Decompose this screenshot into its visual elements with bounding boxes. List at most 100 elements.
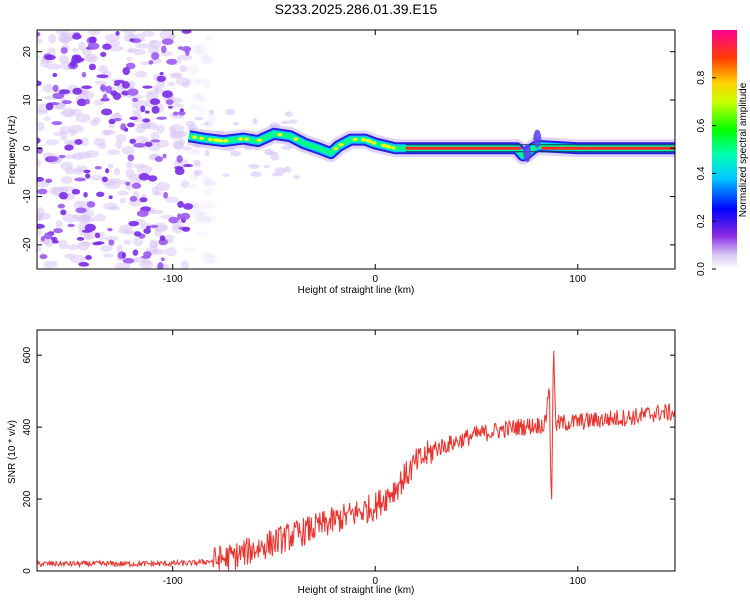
noise-blob (37, 109, 49, 115)
noise-blob (156, 80, 166, 88)
x-tick-label: 0 (372, 274, 378, 285)
noise-blob (233, 121, 240, 126)
ridge-peak (380, 143, 386, 148)
noise-blob (156, 124, 165, 134)
noise-blob (84, 91, 94, 100)
noise-blob (44, 54, 56, 60)
noise-blob (55, 220, 63, 229)
noise-blob (72, 33, 82, 40)
noise-blob (156, 181, 171, 192)
ridge-peak (207, 137, 213, 142)
noise-blob (126, 48, 134, 54)
colorbar-label: Normalized spectral amplitude (738, 82, 749, 217)
ridge-peak (360, 137, 366, 142)
noise-blob (115, 262, 131, 269)
ridge-peak (212, 138, 218, 142)
noise-blob (175, 77, 191, 86)
noise-blob (189, 103, 200, 111)
ridge-peak (256, 138, 262, 143)
noise-blob (161, 45, 167, 54)
noise-blob (135, 70, 148, 78)
noise-blob (37, 227, 42, 237)
y-tick-label: -20 (22, 237, 33, 252)
noise-blob (123, 239, 132, 245)
snr-frame (36, 329, 676, 572)
noise-blob (131, 182, 142, 189)
noise-blob (42, 83, 54, 93)
noise-blob (89, 119, 100, 127)
noise-blob (68, 124, 85, 134)
noise-blob (58, 239, 68, 250)
noise-blob (165, 247, 177, 257)
noise-blob (136, 165, 153, 174)
noise-blob (138, 173, 150, 181)
noise-blob (146, 246, 159, 253)
noise-blob (190, 44, 202, 55)
noise-blob (171, 103, 184, 108)
snr-ylabel: SNR (10 * v/v) (7, 420, 18, 484)
spectrogram-xlabel: Height of straight line (km) (298, 285, 415, 296)
ridge-peak (371, 141, 377, 145)
noise-blob (125, 168, 135, 179)
noise-blob (134, 231, 142, 237)
noise-blob (67, 223, 75, 228)
noise-blob (129, 195, 138, 202)
noise-blob (102, 253, 114, 258)
ridge-layer (187, 124, 675, 165)
noise-blob (127, 154, 135, 162)
noise-blob (74, 138, 83, 145)
noise-blob (37, 91, 40, 98)
y-tick-label: 600 (22, 346, 33, 363)
noise-blob (134, 135, 149, 146)
x-tick-label: 0 (372, 576, 378, 587)
noise-blob (58, 55, 69, 64)
noise-blob (37, 36, 43, 45)
noise-blob (108, 195, 113, 200)
noise-blob (37, 176, 45, 182)
noise-blob (81, 85, 92, 90)
noise-blob (75, 113, 91, 123)
ridge-peak (367, 139, 373, 144)
noise-blob (274, 167, 287, 175)
ridge-disturbance (523, 144, 532, 163)
noise-blob (37, 216, 44, 221)
noise-blob (70, 254, 86, 264)
noise-blob (113, 167, 121, 176)
noise-blob (45, 178, 53, 183)
noise-blob (45, 139, 59, 146)
noise-blob (121, 30, 137, 34)
noise-blob (204, 122, 209, 126)
noise-blob (182, 146, 192, 151)
noise-blob (142, 118, 151, 123)
noise-blob (85, 53, 99, 63)
noise-blob (108, 239, 115, 246)
noise-blob (187, 78, 204, 85)
noise-blob (132, 249, 139, 256)
noise-blob (177, 110, 186, 116)
noise-blob (72, 87, 83, 95)
noise-blob (280, 120, 291, 125)
noise-blob (85, 98, 91, 105)
noise-blob (104, 33, 121, 42)
snr-xticks: -100 0 100 (163, 330, 587, 587)
noise-blob (133, 142, 146, 148)
noise-blob (284, 111, 293, 117)
noise-blob (136, 210, 149, 218)
noise-blob (122, 258, 135, 264)
noise-blob (179, 131, 188, 136)
noise-blob (81, 47, 92, 56)
noise-blob (45, 63, 62, 70)
colorbar-tick-label: 0.8 (696, 70, 707, 84)
noise-blob (175, 72, 182, 78)
noise-blob (126, 161, 134, 169)
noise-blob (92, 241, 102, 246)
noise-blob (75, 207, 87, 214)
noise-blob (203, 187, 215, 196)
noise-blob (104, 235, 119, 242)
noise-blob (250, 171, 262, 177)
noise-blob (117, 228, 132, 234)
noise-blob (100, 108, 113, 116)
noise-blob (83, 169, 91, 174)
